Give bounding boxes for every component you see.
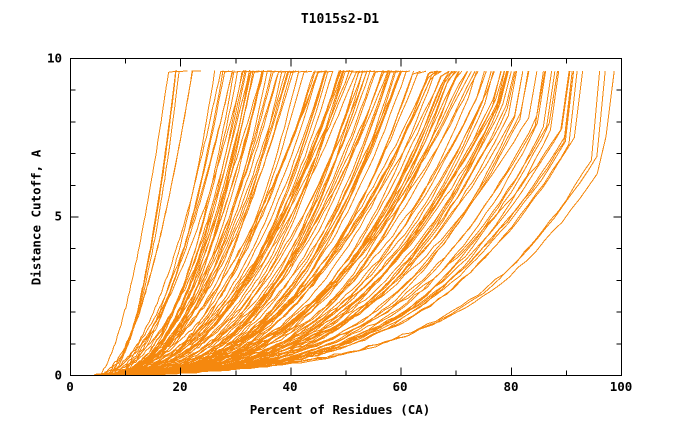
- series-line: [105, 70, 282, 376]
- series-curves: [93, 69, 615, 376]
- series-line: [96, 70, 188, 376]
- series-line: [99, 70, 391, 376]
- y-tick-label-5: 5: [54, 208, 62, 224]
- series-line: [108, 70, 290, 376]
- series-line: [97, 70, 193, 375]
- series-line: [96, 70, 327, 376]
- series-line: [94, 71, 508, 376]
- y-tick-label-10: 10: [46, 50, 62, 66]
- y-tick-label-0: 0: [54, 367, 62, 383]
- x-tick-label-80: 80: [503, 379, 519, 394]
- x-tick-label-40: 40: [282, 379, 298, 394]
- axis-frame: [70, 58, 622, 376]
- series-line: [111, 70, 224, 375]
- x-tick-label-60: 60: [392, 379, 408, 394]
- x-tick-label-20: 20: [172, 379, 188, 394]
- x-axis-label: Percent of Residues (CA): [249, 402, 431, 417]
- series-line: [104, 70, 368, 376]
- series-line: [109, 70, 272, 376]
- series-line: [100, 69, 397, 376]
- series-line: [100, 70, 334, 376]
- x-tick-label-100: 100: [609, 379, 633, 394]
- x-tick-label-0: 0: [66, 379, 74, 394]
- series-line: [94, 70, 244, 376]
- series-line: [110, 70, 350, 376]
- series-line: [108, 70, 184, 376]
- series-line: [108, 70, 383, 376]
- chart-title: T1015s2-D1: [300, 12, 380, 27]
- series-line: [108, 70, 371, 376]
- series-line: [97, 70, 177, 376]
